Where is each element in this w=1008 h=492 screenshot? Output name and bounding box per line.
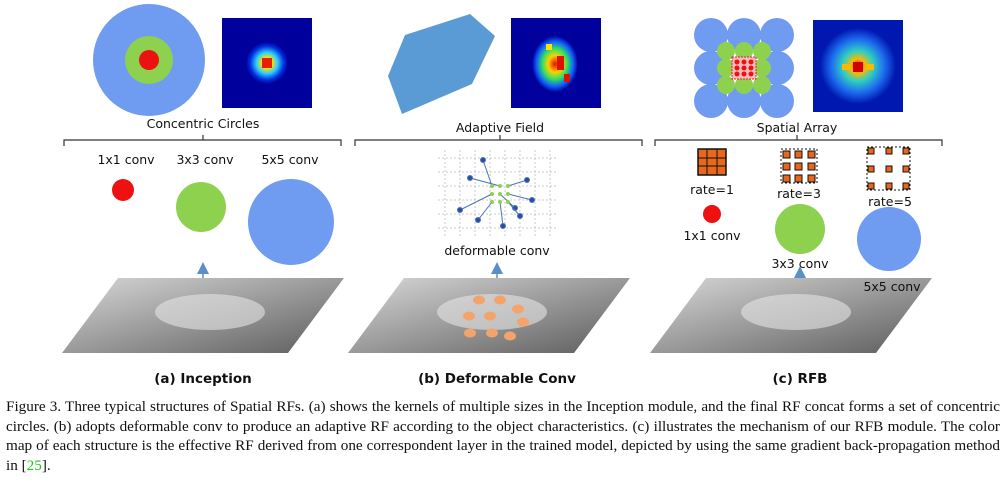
label-5x5-conv: 5x5 conv xyxy=(261,152,319,167)
kernel-rate-5 xyxy=(866,146,911,191)
circle-1x1 xyxy=(112,179,134,201)
subcaption-b: (b) Deformable Conv xyxy=(418,371,576,387)
panel-b-header: Adaptive Field xyxy=(456,120,544,135)
label-3x3-conv: 3x3 conv xyxy=(176,152,234,167)
circle-5x5 xyxy=(248,179,334,265)
citation-link[interactable]: 25 xyxy=(26,456,42,474)
panel-c-bracket xyxy=(654,135,943,146)
caption-text: Figure 3. Three typical structures of Sp… xyxy=(6,398,1000,474)
effective-rf-heatmap-a xyxy=(222,18,312,108)
subcaption-c: (c) RFB xyxy=(773,371,828,387)
kernel-rate-3 xyxy=(780,148,818,184)
panel-b-bracket xyxy=(354,135,643,146)
concentric-circles-diagram xyxy=(93,4,205,116)
deformable-sampling-grid xyxy=(438,150,556,236)
caption-end: ]. xyxy=(41,456,51,474)
circle-5x5-rfb xyxy=(857,207,921,271)
deformable-sample-points xyxy=(463,295,529,341)
panel-c-header: Spatial Array xyxy=(757,120,838,135)
label-3x3-conv-rfb: 3x3 conv xyxy=(771,256,829,271)
effective-rf-heatmap-c xyxy=(813,20,903,112)
circle-3x3 xyxy=(176,182,226,232)
label-rate-5: rate=5 xyxy=(868,194,912,209)
label-5x5-conv-rfb: 5x5 conv xyxy=(863,279,921,294)
figure-3: Concentric Circles 1x1 conv 3x3 conv 5x5… xyxy=(62,4,943,387)
circle-1x1-rfb xyxy=(703,205,721,223)
label-1x1-conv: 1x1 conv xyxy=(97,152,155,167)
label-deformable-conv: deformable conv xyxy=(444,243,550,258)
circle-3x3-rfb xyxy=(775,204,825,254)
effective-rf-heatmap-b xyxy=(511,18,601,108)
label-rate-1: rate=1 xyxy=(690,182,734,197)
input-image-a xyxy=(62,278,344,353)
figure-caption: Figure 3. Three typical structures of Sp… xyxy=(6,397,1000,475)
input-image-b xyxy=(348,278,630,353)
label-rate-3: rate=3 xyxy=(777,186,821,201)
panel-b-deformable: Adaptive Field xyxy=(348,14,643,387)
adaptive-field-shape xyxy=(388,14,495,114)
spatial-array-diagram xyxy=(694,18,794,118)
panel-a-bracket xyxy=(63,135,342,146)
panel-c-rfb: Spatial Array rate=1 xyxy=(650,18,943,387)
panel-a-header: Concentric Circles xyxy=(147,116,260,131)
subcaption-a: (a) Inception xyxy=(154,371,252,387)
input-image-c xyxy=(650,278,932,353)
panel-a-inception: Concentric Circles 1x1 conv 3x3 conv 5x5… xyxy=(62,4,344,387)
label-1x1-conv-rfb: 1x1 conv xyxy=(683,228,741,243)
kernel-rate-1 xyxy=(697,148,727,176)
